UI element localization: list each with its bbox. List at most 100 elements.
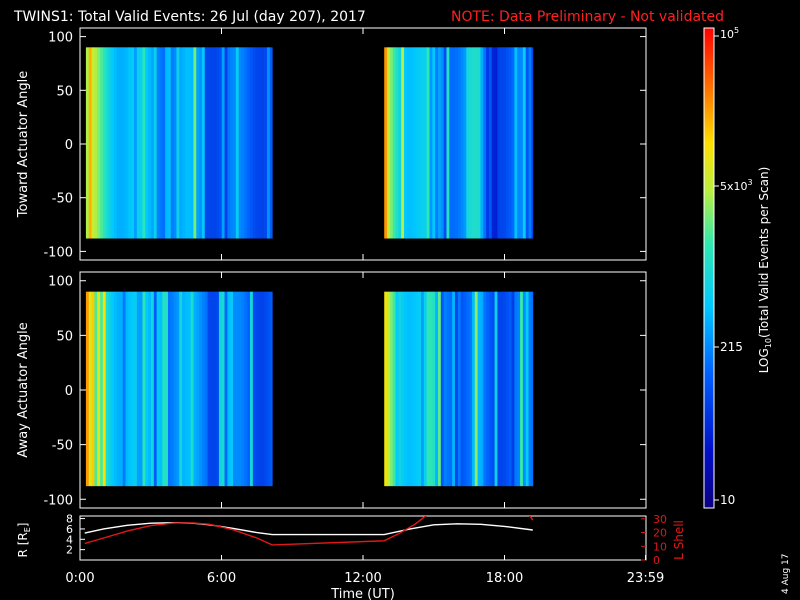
heatmap-column (404, 47, 408, 239)
lshell-line (84, 516, 534, 546)
toward-panel: 100 50 0 -50 -100 Toward Actuator Angle (16, 27, 647, 261)
heatmap-column (432, 47, 436, 239)
heatmap-column (477, 291, 481, 487)
heatmap-column (440, 291, 445, 487)
plot-title: TWINS1: Total Valid Events: 26 Jul (day … (13, 9, 366, 25)
heatmap-column (170, 47, 175, 239)
heatmap-column (525, 291, 529, 487)
heatmap-column (449, 291, 453, 487)
x-tick-label: 12:00 (344, 571, 381, 586)
heatmap-column (488, 47, 493, 239)
heatmap-column (423, 47, 428, 239)
heatmap-column (508, 291, 512, 487)
heatmap-column (233, 47, 237, 239)
heatmap-column (267, 47, 271, 239)
heatmap-column (437, 291, 442, 487)
heatmap-column (247, 47, 251, 239)
heatmap-column (474, 47, 479, 239)
heatmap-column (457, 291, 462, 487)
heatmap-column (108, 291, 112, 487)
heatmap-column (264, 291, 268, 487)
heatmap-column (491, 291, 495, 487)
heatmap-column (258, 291, 262, 487)
heatmap-column (426, 291, 430, 487)
heatmap-column (227, 47, 231, 239)
heatmap-column (199, 47, 203, 239)
heatmap-column (102, 291, 107, 487)
heatmap-column (244, 291, 248, 487)
r-tick-label: 2 (66, 544, 73, 557)
y-tick-label: -100 (43, 245, 73, 260)
y-tick-label: -50 (52, 192, 73, 207)
heatmap-column (216, 291, 220, 487)
heatmap-column (131, 47, 135, 239)
heatmap-column (94, 291, 98, 487)
heatmap-column (167, 47, 172, 239)
heatmap-column (449, 47, 453, 239)
heatmap-column (100, 291, 104, 487)
heatmap-column (269, 47, 273, 239)
heatmap-column (443, 291, 447, 487)
heatmap-column (111, 291, 115, 487)
heatmap-column (517, 291, 521, 487)
heatmap-column (486, 291, 490, 487)
radius-line (84, 521, 533, 536)
heatmap-column (114, 291, 118, 487)
heatmap-column (443, 47, 447, 239)
heatmap-column (474, 291, 479, 487)
heatmap-column (520, 47, 524, 239)
heatmap-column (114, 47, 118, 239)
heatmap-column (517, 47, 521, 239)
heatmap-column (454, 291, 459, 487)
heatmap-column (162, 291, 166, 487)
heatmap-column (264, 47, 268, 239)
colorbar-tick-10: 10 (720, 493, 735, 507)
heatmap-column (415, 291, 419, 487)
heatmap-column (454, 47, 459, 239)
heatmap-column (165, 291, 169, 487)
r-tick-label: 8 (66, 513, 73, 526)
r-tick-label: 4 (66, 533, 73, 546)
heatmap-column (224, 291, 228, 487)
heatmap-column (463, 291, 467, 487)
heatmap-column (85, 47, 90, 239)
heatmap-column (134, 47, 138, 239)
heatmap-column (108, 47, 112, 239)
heatmap-column (494, 291, 498, 487)
heatmap-column (494, 47, 498, 239)
radius-axis-label: R [RE] (16, 523, 32, 558)
heatmap-column (207, 47, 211, 239)
heatmap-column (190, 47, 194, 239)
heatmap-column (102, 47, 107, 239)
lshell-tick-label: 30 (653, 513, 667, 526)
heatmap-column (125, 47, 129, 239)
heatmap-column (387, 47, 391, 239)
toward-heatmap (85, 47, 534, 239)
heatmap-column (184, 291, 189, 487)
heatmap-column (230, 291, 234, 487)
heatmap-column (500, 47, 504, 239)
heatmap-column (480, 47, 484, 239)
heatmap-column (145, 291, 149, 487)
heatmap-column (466, 291, 470, 487)
heatmap-column (187, 291, 192, 487)
heatmap-column (392, 291, 396, 487)
heatmap-column (522, 291, 527, 487)
heatmap-column (460, 47, 464, 239)
heatmap-column (233, 291, 237, 487)
heatmap-column (412, 291, 416, 487)
heatmap-column (466, 47, 470, 239)
heatmap-column (421, 47, 425, 239)
heatmap-column (418, 291, 422, 487)
heatmap-column (469, 291, 473, 487)
heatmap-column (505, 291, 510, 487)
heatmap-column (125, 291, 129, 487)
heatmap-column (196, 47, 200, 239)
heatmap-column (255, 291, 259, 487)
heatmap-column (173, 47, 177, 239)
heatmap-column (528, 291, 532, 487)
heatmap-column (250, 47, 254, 239)
heatmap-column (91, 291, 95, 487)
heatmap-column (148, 291, 152, 487)
heatmap-column (528, 47, 532, 239)
